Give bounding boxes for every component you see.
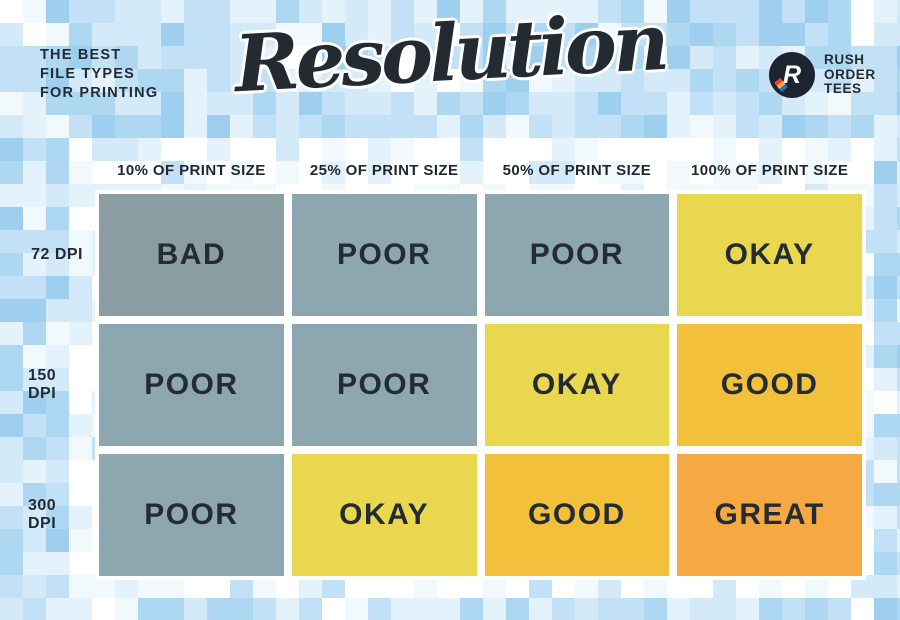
logo-word-rush: RUSH: [824, 52, 865, 68]
rating-cell-150dpi-10pct: POOR: [95, 320, 288, 450]
col-header-100pct: 100% OF PRINT SIZE: [691, 161, 849, 179]
rating-cell-72dpi-100pct: OKAY: [673, 190, 866, 320]
row-header-72dpi: 72 DPI: [31, 246, 83, 263]
rating-cell-300dpi-25pct: OKAY: [287, 450, 481, 580]
resolution-matrix: 10% OF PRINT SIZE 25% OF PRINT SIZE 50% …: [28, 150, 866, 580]
col-header-50pct: 50% OF PRINT SIZE: [502, 161, 652, 179]
row-header-150dpi: 150 DPI: [28, 367, 57, 402]
rating-cell-72dpi-10pct: BAD: [95, 190, 288, 320]
rating-cell-72dpi-25pct: POOR: [287, 190, 481, 320]
rating-cell-150dpi-100pct: GOOD: [673, 320, 866, 450]
logo-word-tees: TEES: [824, 81, 862, 97]
logo-r-icon: R: [782, 60, 802, 89]
rating-cell-300dpi-100pct: GREAT: [673, 450, 866, 580]
eyebrow-line-3: FOR PRINTING: [40, 85, 159, 102]
eyebrow-line-1: THE BEST: [40, 47, 122, 63]
rating-cell-72dpi-50pct: POOR: [480, 190, 674, 320]
rating-cell-150dpi-50pct: OKAY: [480, 320, 674, 450]
logo-wordmark: RUSH ORDER TEES: [824, 53, 876, 97]
eyebrow-line-2: FILE TYPES: [40, 66, 135, 83]
table-corner-spacer: [28, 150, 95, 190]
col-header-10pct: 10% OF PRINT SIZE: [117, 161, 266, 179]
col-header-25pct: 25% OF PRINT SIZE: [309, 161, 459, 179]
brand-logo: R RUSH ORDER TEES: [769, 52, 876, 98]
logo-word-order: ORDER: [824, 66, 876, 82]
eyebrow-heading: THE BEST FILE TYPES FOR PRINTING: [40, 46, 158, 103]
rating-cell-300dpi-50pct: GOOD: [480, 450, 674, 580]
rating-cell-150dpi-25pct: POOR: [287, 320, 481, 450]
row-header-300dpi: 300 DPI: [28, 497, 57, 532]
rating-cell-300dpi-10pct: POOR: [95, 450, 288, 580]
logo-mark-circle: R: [769, 52, 815, 98]
